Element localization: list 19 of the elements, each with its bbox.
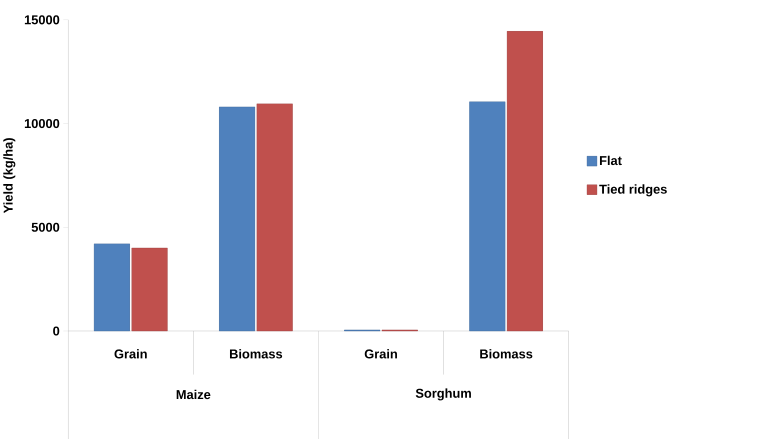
y-tick-label: 10000 [24,118,60,128]
x-tick-label: Grain [114,348,147,358]
text: Maize [176,390,210,400]
bar [506,30,543,332]
x-tick-label: Grain [364,348,397,358]
y-tick-label: 5000 [32,222,60,232]
legend-label: Flat [600,156,622,166]
y-tick-label: 15000 [24,15,60,24]
x-tick-label: Biomass [230,348,282,358]
y-axis-title: Yield (kg/ha) [3,138,16,214]
bar [219,106,256,332]
bar [94,244,130,332]
legend-label: Tied ridges [599,184,667,196]
bar [469,101,506,332]
bar [132,248,168,332]
y-tick-label: 0 [53,326,60,336]
bar [256,104,293,332]
text: Sorghum [416,388,471,400]
x-tick-label: Biomass [480,348,532,358]
